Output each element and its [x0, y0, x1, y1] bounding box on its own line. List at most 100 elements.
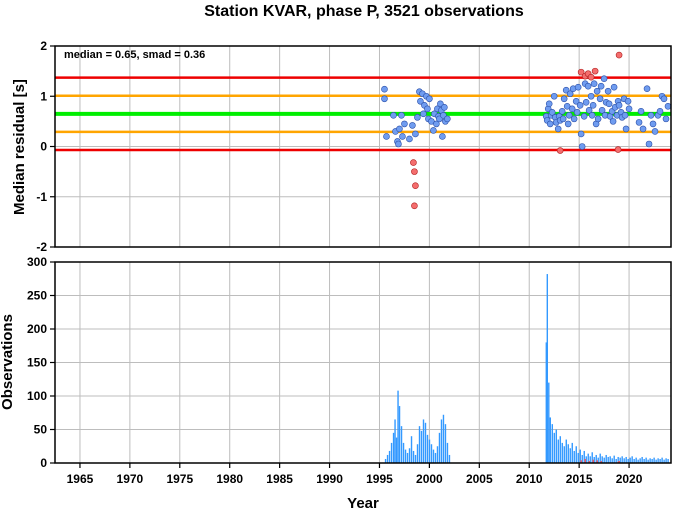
- observation-bar: [551, 424, 553, 463]
- observation-bar: [613, 455, 615, 463]
- observation-bar: [546, 274, 549, 463]
- residual-point: [545, 100, 553, 108]
- observation-bar-outlier: [580, 460, 582, 463]
- observation-bar: [659, 458, 661, 463]
- observation-bar: [577, 452, 579, 463]
- observation-bar: [619, 457, 621, 463]
- observations-y-tick-label: 50: [34, 423, 48, 437]
- residual-point: [433, 120, 440, 128]
- residual-point: [589, 101, 597, 109]
- observation-bar: [448, 454, 451, 463]
- stats-annotation: median = 0.65, smad = 0.36: [64, 49, 205, 61]
- observations-x-ticks: 1965 1970 1975 1980 1985 1990 1995 2000 2005 2010…: [67, 463, 643, 486]
- x-tick-label: 2010: [516, 472, 543, 486]
- observations-y-tick-label: 100: [27, 389, 47, 403]
- residual-point-outlier: [410, 159, 417, 166]
- observation-bar: [418, 426, 421, 463]
- observation-bar: [395, 437, 398, 463]
- observation-bar: [591, 452, 593, 463]
- x-tick-label: 1980: [216, 472, 243, 486]
- observation-bar: [390, 442, 393, 463]
- residual-point: [574, 83, 582, 91]
- residual-point: [426, 95, 433, 103]
- residual-point: [587, 92, 595, 100]
- residual-point: [424, 105, 431, 113]
- residual-point: [656, 108, 664, 115]
- residual-point: [639, 125, 647, 133]
- residual-point: [417, 97, 424, 105]
- observation-bar: [645, 457, 647, 463]
- observations-y-tick-label: 0: [40, 456, 47, 470]
- residual-point: [594, 115, 602, 123]
- residual-point: [635, 119, 643, 126]
- observation-bar: [593, 456, 595, 463]
- observation-bar: [599, 453, 601, 463]
- observation-bar-outlier: [592, 459, 594, 463]
- residual-point: [598, 107, 606, 114]
- residual-point: [643, 85, 651, 93]
- observation-bar: [430, 444, 433, 463]
- observation-bar: [394, 419, 396, 463]
- residual-point: [584, 82, 592, 90]
- residual-point-outlier: [411, 202, 418, 210]
- observation-bar: [410, 436, 413, 463]
- residual-point: [564, 120, 572, 128]
- observation-bar: [384, 458, 387, 463]
- residual-point: [577, 130, 585, 138]
- observation-bar: [649, 458, 651, 463]
- residual-point-outlier: [587, 73, 595, 81]
- x-tick-label: 1970: [117, 472, 144, 486]
- observation-bar: [408, 448, 411, 463]
- observation-bar: [563, 446, 565, 463]
- observation-bar-outlier: [584, 458, 586, 463]
- observation-bar: [635, 457, 637, 463]
- x-tick-label: 1995: [366, 472, 393, 486]
- observation-bar: [414, 454, 417, 463]
- observation-bar: [386, 454, 389, 463]
- observation-bar: [583, 450, 585, 463]
- observation-bar-outlier: [600, 460, 602, 463]
- observation-bar: [651, 458, 653, 463]
- observation-bar: [575, 446, 577, 463]
- residual-point: [625, 105, 633, 113]
- observation-bar: [585, 456, 587, 463]
- residual-point: [580, 113, 588, 120]
- observation-bar-outlier: [596, 460, 598, 463]
- chart-title: Station KVAR, phase P, 3521 observations: [204, 3, 524, 20]
- residual-point: [414, 114, 421, 121]
- observation-bar: [579, 449, 581, 463]
- observation-bar: [553, 432, 555, 463]
- observation-bar: [420, 430, 423, 463]
- observations-bars: [384, 274, 669, 463]
- observation-bar: [428, 439, 431, 463]
- observations-y-tick-label: 150: [27, 356, 47, 370]
- observation-bar: [392, 432, 395, 463]
- residual-point: [585, 107, 593, 114]
- observation-bar: [631, 456, 633, 463]
- residual-point: [546, 120, 554, 128]
- observation-bar: [555, 429, 557, 463]
- observation-bar: [625, 456, 627, 463]
- residual-point: [381, 85, 388, 93]
- observation-bar: [617, 456, 619, 463]
- residual-point: [396, 125, 403, 133]
- residual-point: [605, 100, 613, 108]
- observation-bar: [653, 457, 655, 463]
- observation-bar: [627, 458, 629, 463]
- x-tick-label: 2020: [616, 472, 643, 486]
- observation-bar: [571, 442, 573, 463]
- observations-y-ticks: 0 50 100 150 200 250 300: [27, 255, 55, 470]
- residual-point: [548, 109, 556, 116]
- residual-point: [554, 125, 562, 133]
- residual-point: [582, 98, 590, 106]
- residual-point: [395, 140, 402, 148]
- observation-bar: [424, 422, 427, 463]
- observation-bar: [637, 459, 639, 463]
- observation-bar: [397, 390, 399, 463]
- observation-bar: [416, 444, 419, 463]
- x-tick-label: 2000: [416, 472, 443, 486]
- residual-y-tick-label: -1: [36, 190, 47, 204]
- observation-bar: [615, 458, 617, 463]
